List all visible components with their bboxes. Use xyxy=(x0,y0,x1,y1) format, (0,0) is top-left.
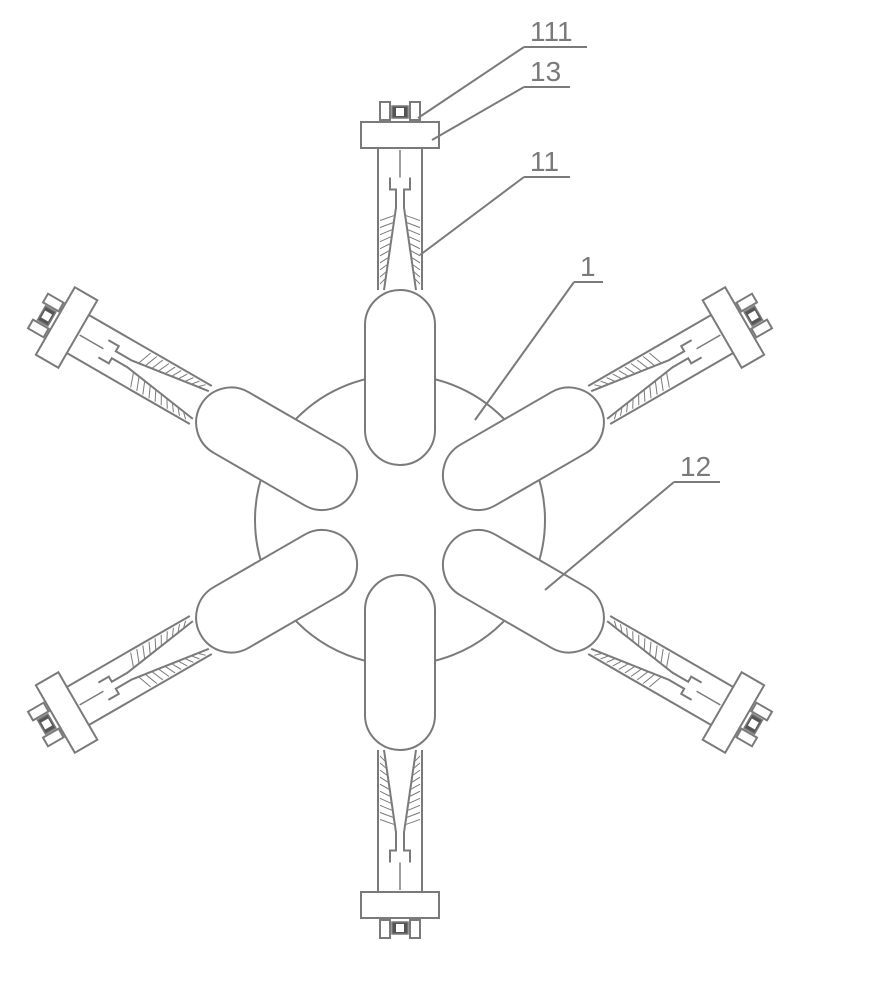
arm-end-block xyxy=(361,122,439,148)
arm xyxy=(361,102,439,465)
label-text: 1 xyxy=(580,251,596,282)
arm-sleeve xyxy=(365,290,435,465)
arm-sleeve xyxy=(365,575,435,750)
diagram-svg: 1111311112 xyxy=(0,0,874,1000)
label-text: 111 xyxy=(530,16,573,47)
label-13: 13 xyxy=(432,56,570,140)
arm xyxy=(361,575,439,938)
arm-connector xyxy=(380,920,420,938)
label-text: 13 xyxy=(530,56,561,87)
label-text: 11 xyxy=(530,146,559,177)
label-11: 11 xyxy=(420,146,570,255)
arm-connector xyxy=(380,102,420,120)
label-12: 12 xyxy=(545,451,720,590)
label-text: 12 xyxy=(680,451,711,482)
label-111: 111 xyxy=(418,16,587,118)
arm-end-block xyxy=(361,892,439,918)
